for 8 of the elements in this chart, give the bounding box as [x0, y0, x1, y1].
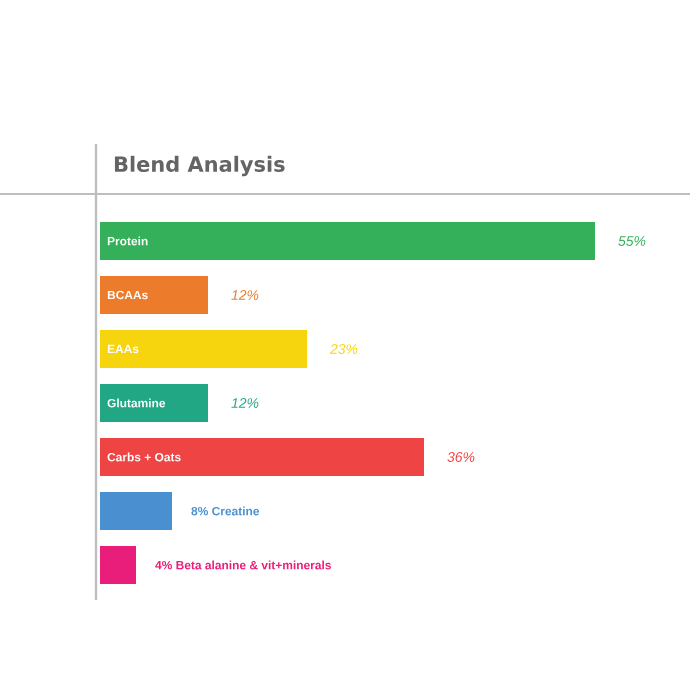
- bar: [100, 384, 208, 422]
- chart-title: Blend Analysis: [114, 155, 285, 177]
- bar: [100, 276, 208, 314]
- bar: [100, 222, 595, 260]
- bar: [100, 492, 172, 530]
- bar: [100, 546, 136, 584]
- bar: [100, 438, 424, 476]
- bar: [100, 330, 307, 368]
